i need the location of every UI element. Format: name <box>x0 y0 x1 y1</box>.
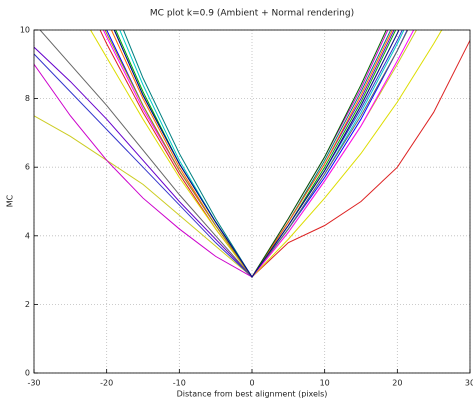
x-tick-label: -10 <box>173 379 186 388</box>
x-axis-label: Distance from best alignment (pixels) <box>177 390 328 398</box>
x-tick-label: 0 <box>249 379 254 388</box>
chart-title: MC plot k=0.9 (Ambient + Normal renderin… <box>150 9 354 19</box>
y-tick-label: 10 <box>20 26 30 35</box>
y-tick-label: 6 <box>25 163 30 172</box>
x-tick-label: -30 <box>27 379 40 388</box>
plot-frame <box>33 29 471 374</box>
plot-area <box>34 30 470 278</box>
x-tick-label: 20 <box>392 379 402 388</box>
y-tick-label: 8 <box>25 94 30 103</box>
x-tick-label: 30 <box>465 379 473 388</box>
y-tick-label: 2 <box>25 300 30 309</box>
x-tick-label: -20 <box>100 379 113 388</box>
x-tick-label: 10 <box>320 379 330 388</box>
y-tick-label: 0 <box>25 369 30 378</box>
y-tick-label: 4 <box>25 231 30 240</box>
y-axis-label: MC <box>6 194 15 207</box>
series-line <box>113 30 400 278</box>
